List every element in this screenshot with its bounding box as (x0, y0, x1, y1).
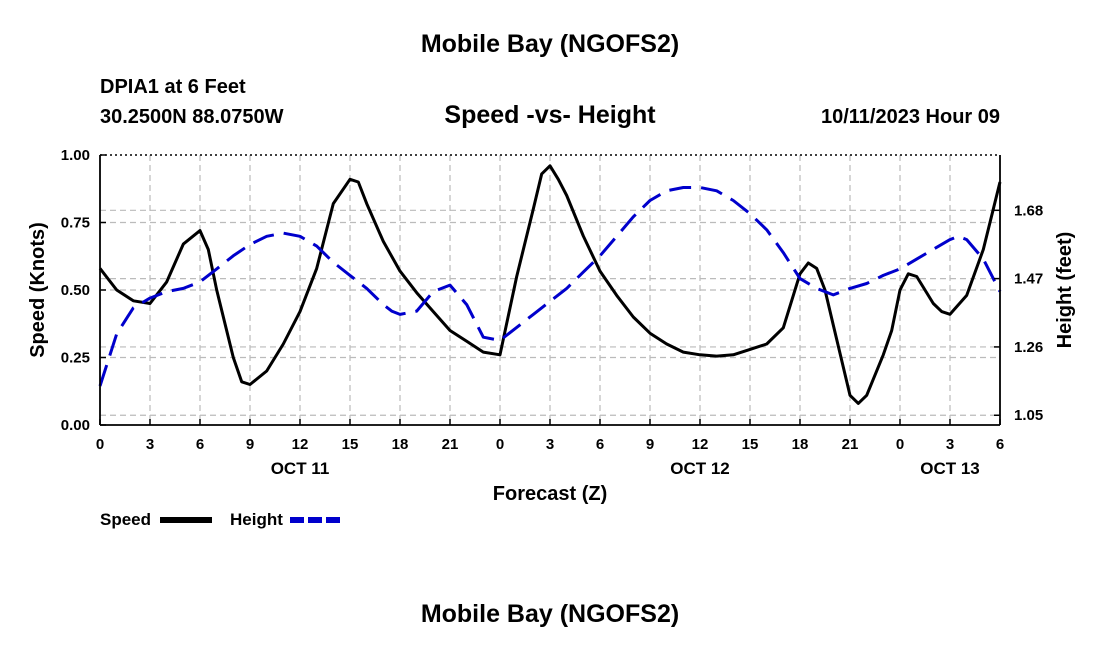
x-tick-label: 21 (842, 436, 859, 453)
x-tick-label: 9 (246, 436, 254, 453)
forecast-datetime: 10/11/2023 Hour 09 (820, 106, 1000, 128)
x-axis-title: Forecast (Z) (493, 483, 607, 505)
chart-subtitle: Speed -vs- Height (444, 101, 656, 129)
x-tick-label: 18 (392, 436, 409, 453)
x-tick-label: 6 (996, 436, 1004, 453)
x-tick-label: 3 (946, 436, 954, 453)
y-axis-title: Speed (Knots) (27, 222, 49, 358)
axis-labels: 0 3 6 9 12 15 18 21 0 3 6 9 12 15 18 21 0 3 6 OCT 11 OCT 12 O… (27, 147, 1076, 505)
series-height-line (98, 186, 1002, 387)
y2-tick-label: 1.68 (1014, 202, 1043, 219)
y2-tick-label: 1.05 (1014, 407, 1043, 424)
x-tick-label: 0 (896, 436, 904, 453)
grid (100, 154, 1000, 425)
axes (99, 154, 1001, 426)
x-tick-label: 3 (546, 436, 554, 453)
station-label: DPIA1 at 6 Feet (100, 76, 246, 98)
chart-title: Mobile Bay (NGOFS2) (420, 30, 680, 58)
speed-height-chart: 0 3 6 9 12 15 18 21 0 3 6 9 12 15 18 21 0 3 6 OCT 11 OCT 12 O… (27, 147, 1076, 523)
x-tick-label: 18 (792, 436, 809, 453)
y-tick-label: 1.00 (61, 147, 90, 164)
x-tick-label: 0 (96, 436, 104, 453)
date-label: OCT 13 (920, 459, 980, 478)
x-tick-label: 0 (496, 436, 504, 453)
date-label: OCT 12 (670, 459, 730, 478)
legend-height-label: Height (230, 510, 283, 529)
x-tick-label: 12 (692, 436, 709, 453)
x-tick-label: 6 (196, 436, 204, 453)
y2-tick-label: 1.47 (1014, 271, 1043, 288)
y2-axis-title: Height (feet) (1054, 232, 1076, 349)
y-tick-label: 0.25 (61, 350, 90, 367)
y-tick-label: 0.50 (61, 282, 90, 299)
y2-tick-label: 1.26 (1014, 339, 1043, 356)
date-label: OCT 11 (271, 459, 330, 478)
legend-speed-label: Speed (100, 510, 152, 529)
x-tick-label: 15 (742, 436, 759, 453)
station-coordinates: 30.2500N 88.0750W (100, 106, 284, 128)
series-speed-line (98, 164, 1002, 405)
x-tick-label: 21 (442, 436, 459, 453)
series-layer (98, 164, 1002, 405)
y-tick-label: 0.75 (61, 215, 90, 232)
x-tick-label: 3 (146, 436, 154, 453)
x-tick-label: 12 (292, 436, 309, 453)
footer-title: Mobile Bay (NGOFS2) (420, 600, 680, 628)
x-tick-label: 6 (596, 436, 604, 453)
y-tick-label: 0.00 (61, 417, 90, 434)
x-tick-label: 9 (646, 436, 654, 453)
x-tick-label: 15 (342, 436, 359, 453)
